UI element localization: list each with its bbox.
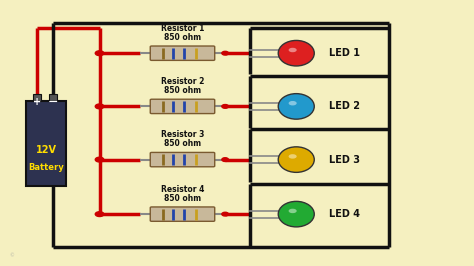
Ellipse shape <box>289 154 297 159</box>
FancyBboxPatch shape <box>150 152 215 167</box>
Text: LED 3: LED 3 <box>329 155 360 165</box>
Circle shape <box>95 157 104 162</box>
Circle shape <box>95 104 104 109</box>
Circle shape <box>222 105 228 108</box>
FancyBboxPatch shape <box>150 207 215 221</box>
Text: 850 ohm: 850 ohm <box>164 86 201 95</box>
FancyBboxPatch shape <box>26 101 66 186</box>
Text: +: + <box>33 97 41 107</box>
Circle shape <box>222 158 228 161</box>
Ellipse shape <box>278 201 314 227</box>
FancyBboxPatch shape <box>33 94 41 101</box>
Text: Battery: Battery <box>28 163 64 172</box>
Text: 850 ohm: 850 ohm <box>164 139 201 148</box>
Ellipse shape <box>278 147 314 172</box>
Text: LED 2: LED 2 <box>329 101 360 111</box>
Text: −: − <box>48 96 58 109</box>
Text: ©: © <box>9 253 14 258</box>
Text: 850 ohm: 850 ohm <box>164 194 201 203</box>
FancyBboxPatch shape <box>150 99 215 114</box>
Circle shape <box>95 51 104 56</box>
Ellipse shape <box>289 101 297 105</box>
Text: LED 4: LED 4 <box>329 209 360 219</box>
Text: 850 ohm: 850 ohm <box>164 33 201 42</box>
Ellipse shape <box>289 48 297 52</box>
Ellipse shape <box>278 94 314 119</box>
Text: 12V: 12V <box>36 146 57 155</box>
Text: LED 1: LED 1 <box>329 48 360 58</box>
Ellipse shape <box>278 40 314 66</box>
Text: Resistor 1: Resistor 1 <box>161 24 204 33</box>
Circle shape <box>222 51 228 55</box>
Circle shape <box>95 212 104 217</box>
FancyBboxPatch shape <box>49 94 57 101</box>
FancyBboxPatch shape <box>150 46 215 60</box>
Text: Resistor 4: Resistor 4 <box>161 185 204 194</box>
Text: Resistor 3: Resistor 3 <box>161 130 204 139</box>
Text: Resistor 2: Resistor 2 <box>161 77 204 86</box>
Ellipse shape <box>289 209 297 213</box>
Circle shape <box>222 212 228 216</box>
